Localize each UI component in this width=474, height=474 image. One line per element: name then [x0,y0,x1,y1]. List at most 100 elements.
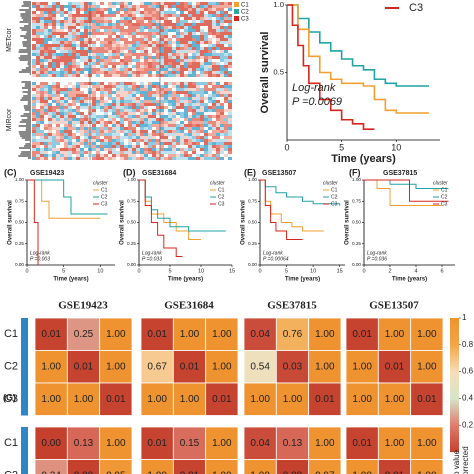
heatmap-cell [200,20,204,23]
heatmap-cell [220,62,224,65]
heatmap-cell [96,115,100,118]
heatmap-cell [140,118,144,121]
heatmap-cell [148,145,152,148]
heatmap-cell [120,139,124,142]
heatmap-cell [34,350,68,384]
panel-label: (C) [4,167,17,177]
heatmap-cell [160,91,164,94]
heatmap-cell [188,103,192,106]
heatmap-cell [172,35,176,38]
heatmap-cell [308,459,342,474]
heatmap-cell [164,82,168,85]
heatmap-cell [84,130,88,133]
heatmap-cell [64,118,68,121]
heatmap-cell [36,82,40,85]
heatmap-cell [156,62,160,65]
heatmap-cell [224,109,228,112]
heatmap-cell [188,23,192,26]
heatmap-cell [188,148,192,151]
heatmap-cell [184,157,188,160]
heatmap-cell [40,35,44,38]
heatmap-cell [128,130,132,133]
y-tick-label: 1.00 [248,177,257,182]
heatmap-cell [184,106,188,109]
heatmap-cell [140,100,144,103]
heatmap-cell [100,59,104,62]
heatmap-title: GSE13507 [369,300,419,312]
heatmap-cell [192,8,196,11]
heatmap-cell [84,118,88,121]
heatmap-cell [160,157,164,160]
heatmap-cell [104,50,108,53]
colorbar-segment [450,330,459,333]
heatmap-cell [40,2,44,5]
heatmap-cell [204,38,208,41]
heatmap-cell [140,65,144,68]
heatmap-cell [120,157,124,160]
heatmap-cell [200,115,204,118]
heatmap-cell [116,20,120,23]
heatmap-cell [184,136,188,139]
heatmap-cell [64,50,68,53]
heatmap-cell [160,20,164,23]
heatmap-cell [64,20,68,23]
heatmap-cell [216,23,220,26]
heatmap-cell [56,65,60,68]
heatmap-cell [160,47,164,50]
heatmap-cell [36,26,40,29]
heatmap-cell [76,139,80,142]
heatmap-cell [104,82,108,85]
heatmap-cell [196,62,200,65]
heatmap-cell [172,157,176,160]
heatmap-cell [224,38,228,41]
heatmap-cell [68,38,72,41]
heatmap-cell [44,118,48,121]
heatmap-cell [36,148,40,151]
heatmap-cell [48,97,52,100]
heatmap-cell [124,50,128,53]
heatmap-cell [168,85,172,88]
heatmap-cell [108,106,112,109]
heatmap-cell [172,44,176,47]
heatmap-cell [112,8,116,11]
heatmap-cell [140,74,144,77]
heatmap-cell [60,65,64,68]
heatmap-cell [188,17,192,20]
heatmap-cell [216,97,220,100]
heatmap-cell [32,47,36,50]
heatmap-cell [40,145,44,148]
heatmap-cell [40,103,44,106]
heatmap-cell [188,106,192,109]
heatmap-cell [136,94,140,97]
heatmap-cell [140,26,144,29]
heatmap-cell [116,88,120,91]
heatmap-cell [168,59,172,62]
heatmap-cell [36,74,40,77]
heatmap-cell [128,127,132,130]
heatmap-cell [144,56,148,59]
heatmap-cell [132,121,136,124]
legend-label: C2 [218,194,225,200]
heatmap-cell [96,82,100,85]
heatmap-cell [56,148,60,151]
heatmap-cell [108,145,112,148]
heatmap-cell [32,118,36,121]
heatmap-cell [224,121,228,124]
heatmap-cell [116,53,120,56]
heatmap-cell [200,74,204,77]
heatmap-cell [128,68,132,71]
heatmap-cell [148,62,152,65]
heatmap-cell [128,142,132,145]
heatmap-cell [108,127,112,130]
cell-label: 1.00 [147,394,167,405]
heatmap-cell [108,32,112,35]
heatmap-cell [188,20,192,23]
heatmap-cell [76,109,80,112]
heatmap-cell [132,50,136,53]
heatmap-cell [116,130,120,133]
heatmap-cell [204,2,208,5]
heatmap-cell [160,142,164,145]
heatmap-cell [164,112,168,115]
heatmap-cell [216,8,220,11]
heatmap-cell [56,14,60,17]
